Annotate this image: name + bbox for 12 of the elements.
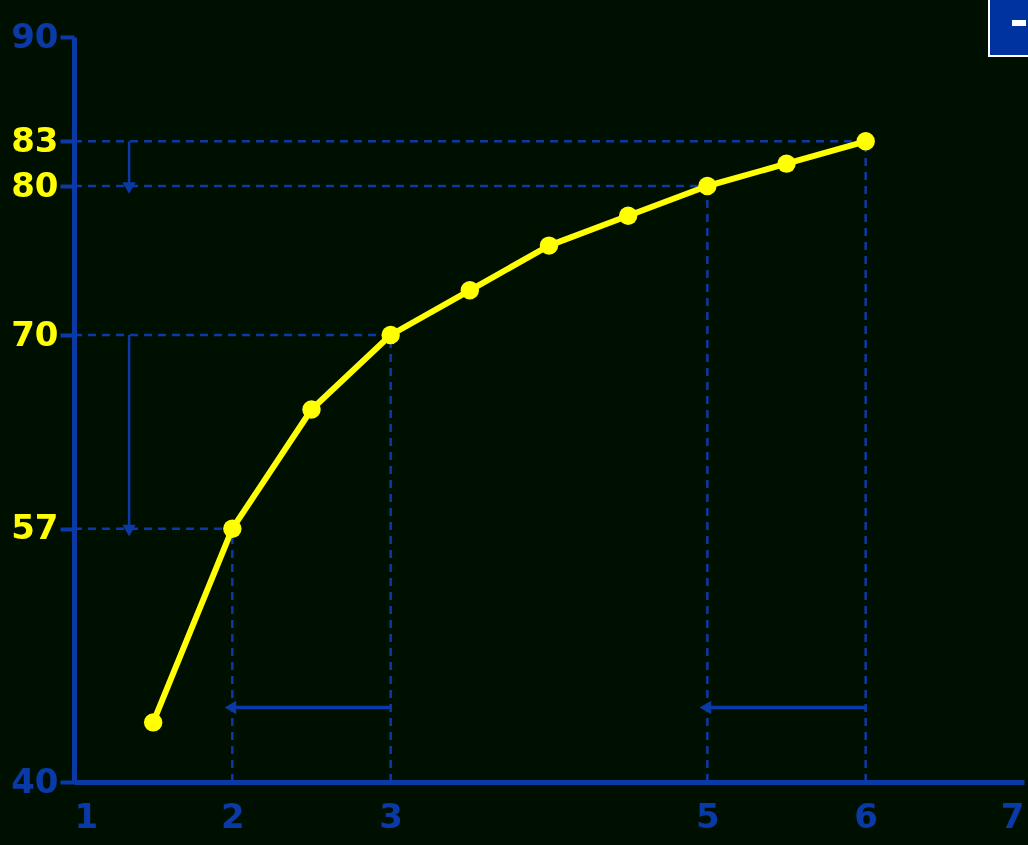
- y-tick-label: 40: [11, 760, 59, 801]
- x-tick-label: 2: [221, 795, 245, 836]
- y-tick-label: 80: [11, 164, 59, 205]
- y-tick-label: 83: [11, 119, 59, 160]
- x-tick-label: 5: [696, 795, 720, 836]
- y-tick-label: 70: [11, 313, 59, 354]
- y-tick-label: 57: [11, 507, 59, 548]
- y-tick-label: 90: [11, 15, 59, 56]
- x-tick-label: 6: [854, 795, 878, 836]
- x-tick-label: 7: [1000, 795, 1025, 836]
- x-tick-label: 3: [379, 795, 403, 836]
- x-tick-label: 1: [74, 795, 99, 836]
